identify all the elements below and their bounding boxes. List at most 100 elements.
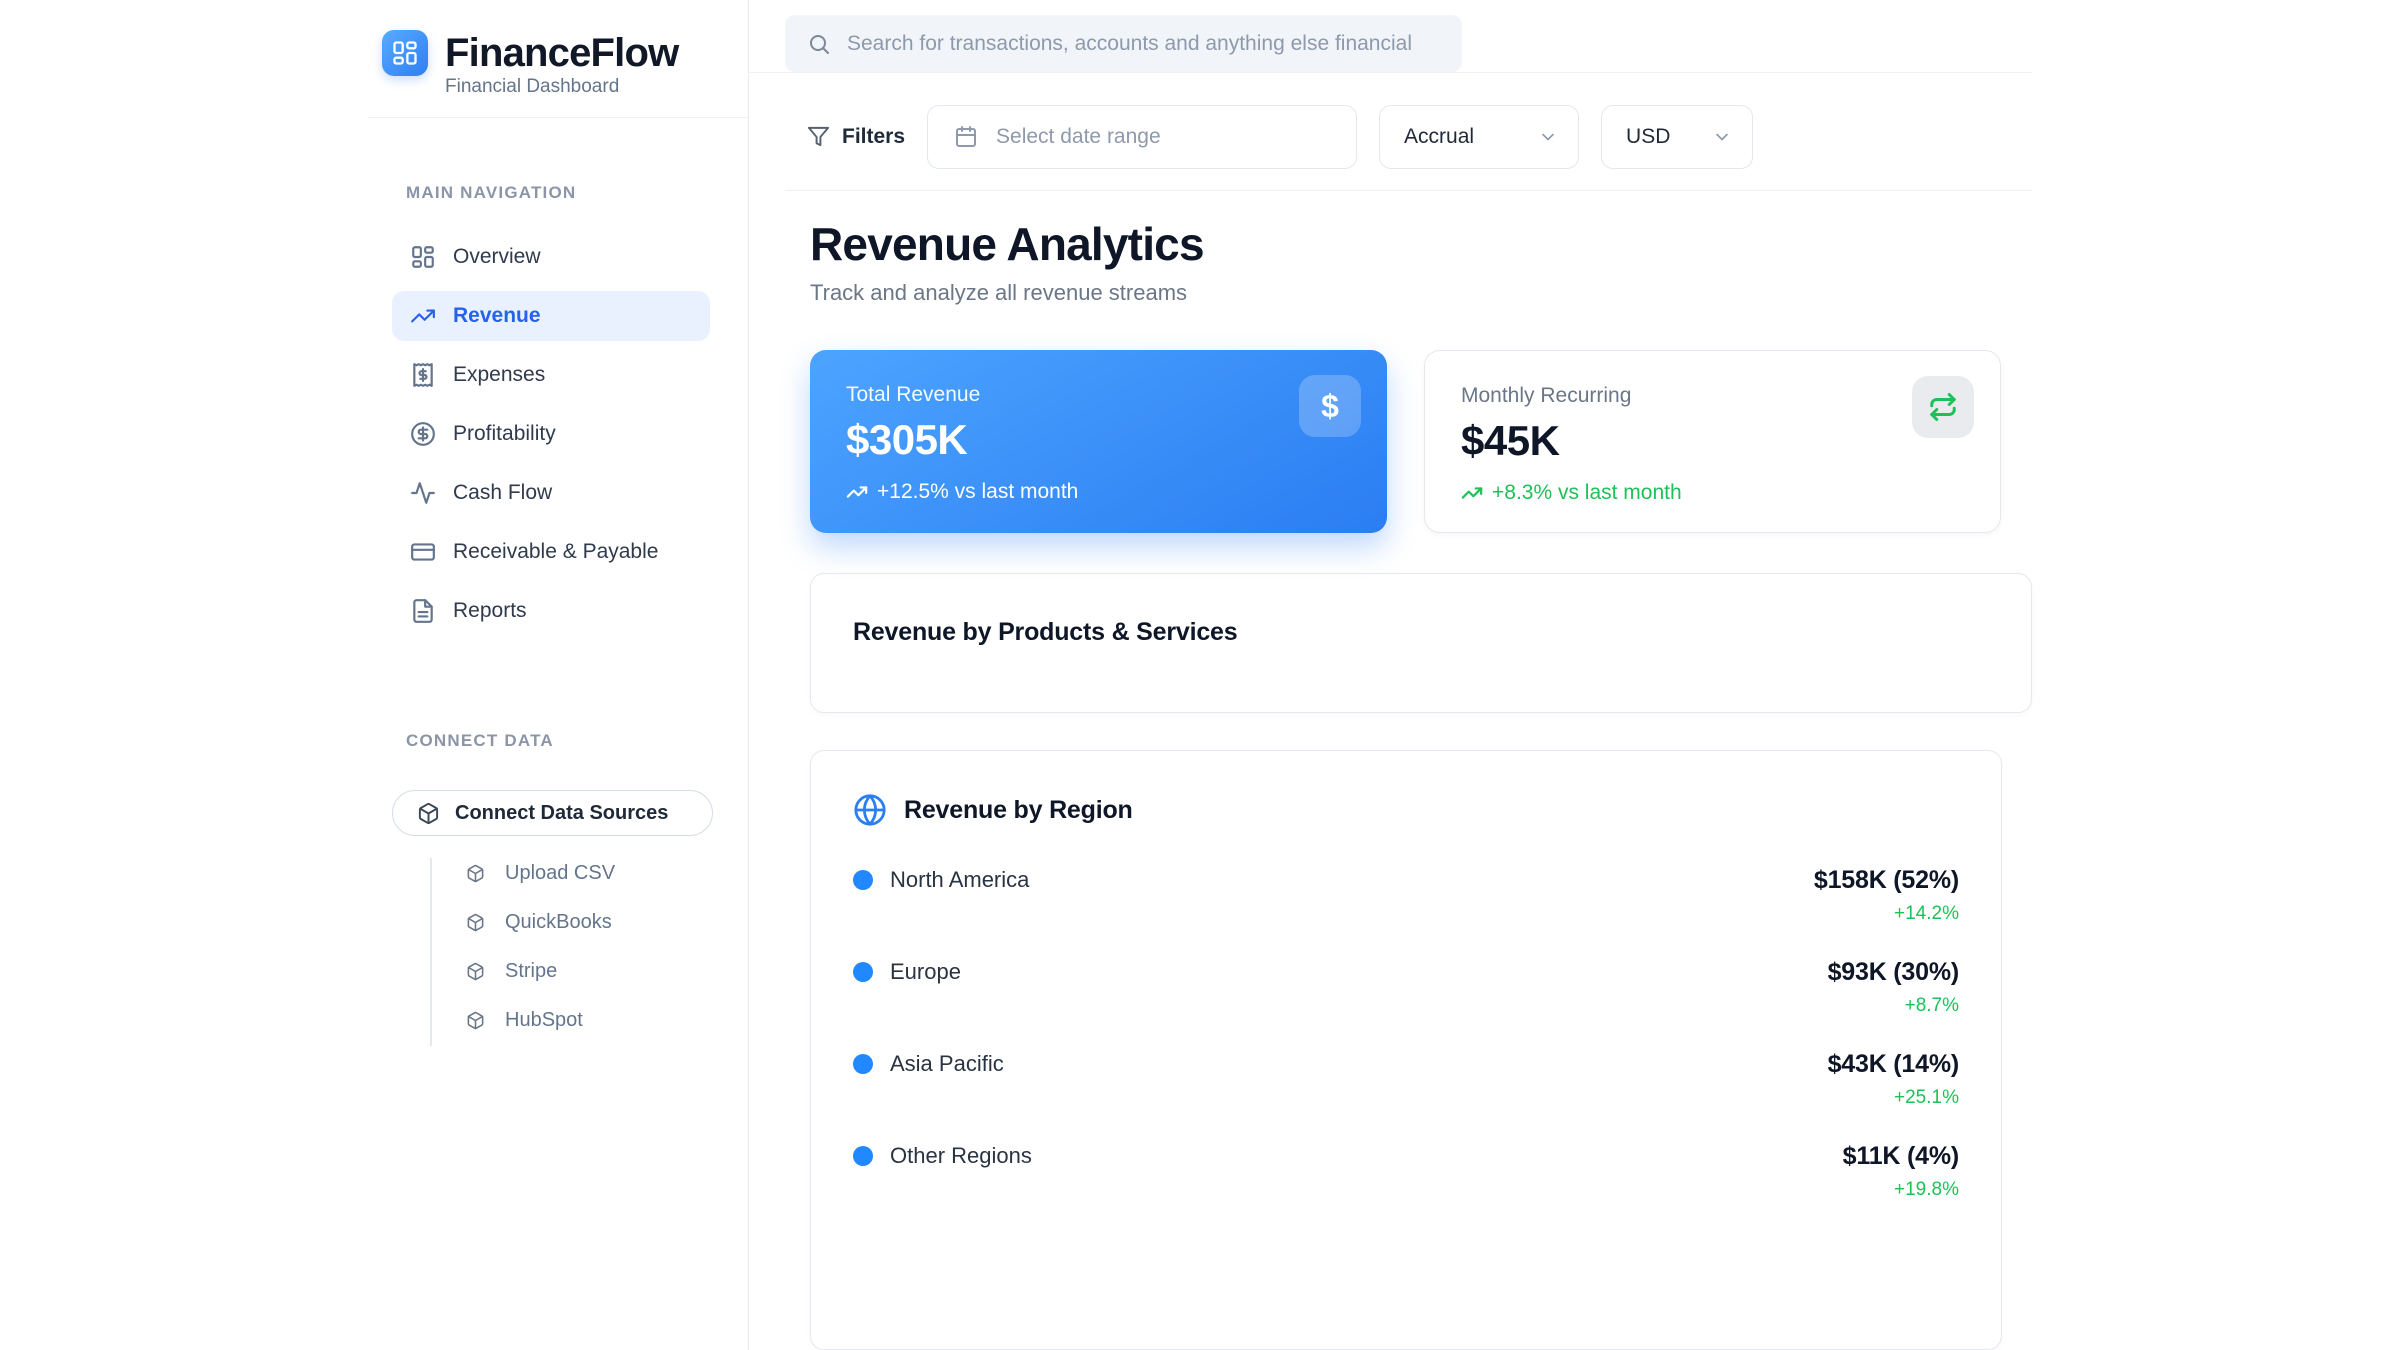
region-dot-icon [853, 962, 873, 982]
sidebar-item-reports[interactable]: Reports [392, 586, 710, 636]
filter-funnel-icon [807, 125, 830, 148]
search-icon [807, 32, 831, 56]
source-item-quickbooks[interactable]: QuickBooks [466, 911, 734, 934]
sidebar-item-label: Cash Flow [453, 481, 553, 504]
region-values: $158K (52%) +14.2% [1814, 863, 1959, 925]
region-name: Europe [890, 959, 961, 984]
package-icon [417, 802, 440, 825]
region-values: $43K (14%) +25.1% [1827, 1047, 1960, 1109]
region-row: North America $158K (52%) +14.2% [853, 863, 1959, 925]
page-title: Revenue Analytics [810, 218, 1205, 271]
source-item-stripe[interactable]: Stripe [466, 960, 734, 983]
region-row: Europe $93K (30%) +8.7% [853, 955, 1959, 1017]
stat-delta-text: +8.3% vs last month [1492, 481, 1682, 504]
trending-up-icon [410, 303, 436, 329]
currency-select[interactable]: USD [1601, 104, 1754, 169]
stat-value: $45K [1461, 417, 1560, 464]
sidebar-body: MAIN NAVIGATION Overview Revenue Expense… [368, 118, 748, 1350]
globe-icon [853, 793, 887, 827]
source-item-upload-csv[interactable]: Upload CSV [466, 862, 734, 885]
sidebar-item-label: Profitability [453, 422, 556, 445]
stat-delta: +8.3% vs last month [1461, 481, 1964, 505]
sidebar-item-label: Receivable & Payable [453, 540, 659, 563]
page-subtitle: Track and analyze all revenue streams [810, 280, 1188, 305]
top-bar [749, 0, 2032, 73]
main-area: Filters Select date range Accrual USD Re… [749, 0, 2032, 1350]
region-delta: +8.7% [1904, 995, 1959, 1016]
revenue-by-products-card: Revenue by Products & Services [810, 573, 2032, 713]
region-name: Asia Pacific [890, 1051, 1004, 1076]
source-item-label: Upload CSV [505, 862, 616, 884]
accounting-basis-value: Accrual [1404, 124, 1475, 148]
region-row: Other Regions $11K (4%) +19.8% [853, 1139, 1959, 1201]
sidebar-header: FinanceFlow Financial Dashboard [368, 0, 748, 118]
search-input[interactable] [847, 31, 1442, 56]
credit-card-icon [410, 539, 436, 565]
sidebar-item-profitability[interactable]: Profitability [392, 409, 710, 459]
date-range-input[interactable]: Select date range [927, 104, 1358, 169]
stat-value: $305K [846, 416, 968, 463]
package-icon [466, 913, 485, 932]
region-dot-icon [853, 1054, 873, 1074]
main-navigation-label: MAIN NAVIGATION [406, 183, 577, 202]
region-value: $43K (14%) [1827, 1050, 1960, 1078]
date-range-placeholder: Select date range [996, 124, 1161, 148]
accounting-basis-select[interactable]: Accrual [1379, 104, 1580, 169]
region-dot-icon [853, 1146, 873, 1166]
region-value: $93K (30%) [1827, 958, 1960, 986]
activity-icon [410, 480, 436, 506]
region-label-group: Other Regions [853, 1139, 1032, 1173]
source-item-label: HubSpot [505, 1009, 583, 1031]
sidebar-item-cash-flow[interactable]: Cash Flow [392, 468, 710, 518]
region-delta: +25.1% [1894, 1087, 1959, 1108]
region-values: $93K (30%) +8.7% [1827, 955, 1960, 1017]
region-section-title: Revenue by Region [904, 795, 1133, 824]
stat-label: Monthly Recurring [1461, 384, 1632, 407]
sidebar-item-revenue[interactable]: Revenue [392, 291, 710, 341]
products-section-title: Revenue by Products & Services [853, 618, 1238, 646]
region-delta: +19.8% [1894, 1179, 1959, 1200]
sidebar-item-expenses[interactable]: Expenses [392, 350, 710, 400]
total-revenue-card: Total Revenue $305K +12.5% vs last month… [810, 350, 1387, 533]
sidebar-item-label: Reports [453, 599, 527, 622]
chevron-down-icon [1538, 127, 1558, 147]
sidebar-item-overview[interactable]: Overview [392, 232, 710, 282]
chevron-down-icon [1712, 127, 1732, 147]
file-text-icon [410, 598, 436, 624]
source-item-label: QuickBooks [505, 911, 612, 933]
filters-toggle[interactable]: Filters [807, 125, 905, 149]
region-dot-icon [853, 870, 873, 890]
app-logo-icon [382, 30, 428, 76]
sidebar-item-label: Expenses [453, 363, 546, 386]
region-rows: North America $158K (52%) +14.2% Europe [853, 863, 1959, 1201]
connect-sources-list: Upload CSV QuickBooks Stripe HubSpot [430, 858, 734, 1046]
revenue-by-region-card: Revenue by Region North America $158K (5… [810, 750, 2002, 1350]
connect-data-label: CONNECT DATA [406, 731, 554, 750]
package-icon [466, 864, 485, 883]
app-window: FinanceFlow Financial Dashboard MAIN NAV… [368, 0, 2032, 1350]
trending-up-icon [1461, 482, 1483, 504]
stat-delta-text: +12.5% vs last month [877, 480, 1079, 503]
dashboard-icon [410, 244, 436, 270]
global-search[interactable] [785, 15, 1462, 72]
connect-button-label: Connect Data Sources [455, 801, 669, 824]
sidebar-item-receivable-payable[interactable]: Receivable & Payable [392, 527, 710, 577]
region-row: Asia Pacific $43K (14%) +25.1% [853, 1047, 1959, 1109]
region-delta: +14.2% [1894, 903, 1959, 924]
monthly-recurring-card: Monthly Recurring $45K +8.3% vs last mon… [1424, 350, 2001, 533]
brand-name: FinanceFlow [445, 31, 679, 75]
brand-subtitle: Financial Dashboard [445, 76, 620, 97]
region-name: Other Regions [890, 1143, 1032, 1168]
connect-data-sources-button[interactable]: Connect Data Sources [392, 790, 713, 836]
repeat-badge [1912, 376, 1974, 438]
trending-up-icon [846, 481, 868, 503]
sidebar: FinanceFlow Financial Dashboard MAIN NAV… [368, 0, 749, 1350]
package-icon [466, 962, 485, 981]
dollar-glyph: $ [1321, 387, 1339, 424]
filters-label: Filters [842, 124, 906, 148]
stat-delta: +12.5% vs last month [846, 480, 1351, 504]
source-item-hubspot[interactable]: HubSpot [466, 1009, 734, 1032]
dollar-badge-icon: $ [1299, 375, 1361, 437]
receipt-icon [410, 362, 436, 388]
